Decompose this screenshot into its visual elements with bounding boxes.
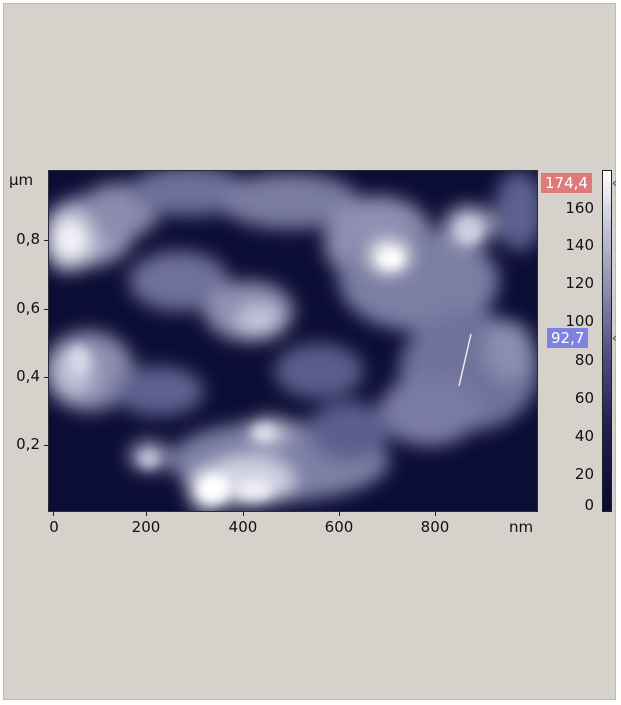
- x-tick-label: 0: [49, 518, 59, 536]
- x-tick-label: 400: [228, 518, 258, 536]
- colorbar-tick-label: 160: [565, 199, 594, 217]
- current-value-badge: 92,7: [547, 328, 589, 348]
- current-marker-icon[interactable]: ‹: [612, 331, 617, 345]
- colorbar-tick-label: 120: [565, 274, 594, 292]
- x-tick-label: 600: [324, 518, 354, 536]
- max-marker-icon[interactable]: ‹: [612, 176, 617, 190]
- y-tick-mark: [44, 309, 48, 310]
- y-tick-label: 0,4: [16, 367, 40, 385]
- x-tick-mark: [53, 512, 54, 516]
- x-tick-mark: [146, 512, 147, 516]
- colorbar-tick-label: 20: [574, 465, 594, 483]
- x-axis-unit: nm: [509, 518, 534, 536]
- y-tick-label: 0,2: [16, 435, 40, 453]
- profile-scan-line[interactable]: [458, 333, 472, 387]
- afm-height-map[interactable]: [48, 170, 538, 512]
- x-tick-label: 800: [420, 518, 450, 536]
- y-tick-mark: [44, 377, 48, 378]
- x-tick-mark: [243, 512, 244, 516]
- colorbar-tick-label: 100: [565, 312, 594, 330]
- colorbar-tick-label: 0: [584, 496, 594, 514]
- x-tick-label: 200: [131, 518, 161, 536]
- y-axis-unit: µm: [9, 171, 34, 189]
- y-tick-label: 0,6: [16, 299, 40, 317]
- color-scale-bar[interactable]: [602, 170, 612, 512]
- max-value-badge: 174,4: [541, 173, 592, 193]
- y-tick-label: 0,8: [16, 230, 40, 248]
- colorbar-tick-label: 60: [574, 389, 594, 407]
- y-tick-mark: [44, 445, 48, 446]
- x-tick-mark: [339, 512, 340, 516]
- colorbar-tick-label: 80: [574, 351, 594, 369]
- colorbar-tick-label: 140: [565, 236, 594, 254]
- y-tick-mark: [44, 240, 48, 241]
- colorbar-tick-label: 40: [574, 427, 594, 445]
- height-map-render: [49, 171, 537, 511]
- x-tick-mark: [435, 512, 436, 516]
